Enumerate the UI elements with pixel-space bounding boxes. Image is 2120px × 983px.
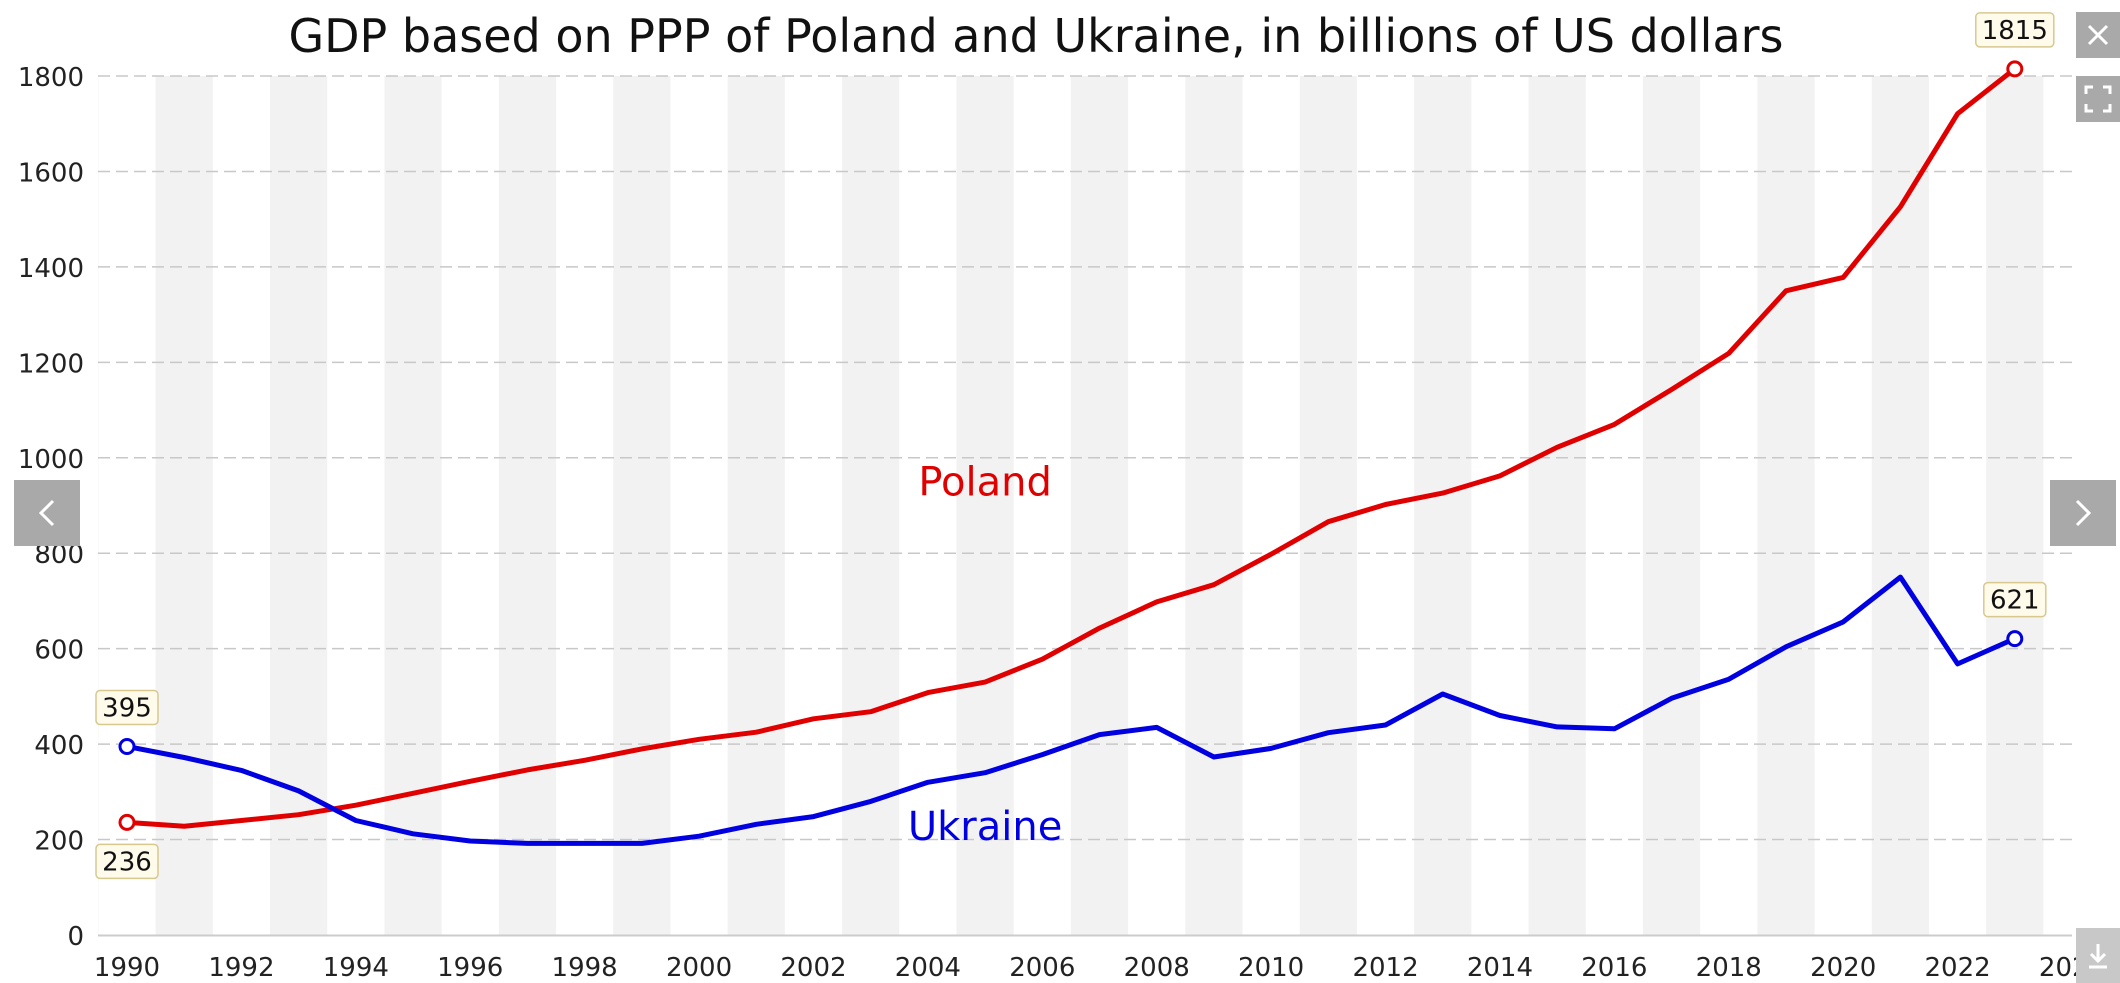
year-band [498,76,557,935]
y-tick-label: 400 [34,731,84,761]
year-band [1299,76,1357,935]
x-tick-label: 1998 [552,953,618,983]
year-band [1871,76,1929,935]
ukraine-end-value-label-box [1983,581,2047,618]
y-tick-label: 200 [34,827,84,857]
ukraine-start-marker [118,737,136,755]
x-tick-label: 1992 [208,953,274,983]
y-tick-label: 1600 [18,158,84,188]
x-tick-label: 2004 [895,953,961,983]
year-band [1414,76,1472,935]
x-tick-label: 2020 [1810,953,1876,983]
year-band [1757,76,1815,935]
year-band [727,76,785,935]
download-icon [2089,943,2107,968]
poland-series-label: Poland [918,460,1052,506]
x-tick-label: 2010 [1238,953,1304,983]
y-tick-label: 600 [34,636,84,666]
chart-title: GDP based on PPP of Poland and Ukraine, … [288,9,1783,63]
y-tick-label: 1200 [18,349,84,379]
x-tick-label: 2002 [780,953,846,983]
chevron-left-icon [38,499,55,527]
year-bands [98,76,2044,935]
ukraine-line [124,574,2018,846]
fullscreen-icon [2084,85,2112,113]
next-button[interactable] [2050,480,2116,546]
year-band [1528,76,1586,935]
year-band [1986,76,2044,935]
close-icon [2087,24,2109,46]
x-tick-label: 2000 [666,953,732,983]
annotations: 236 1815 395 621 Poland Ukraine [95,12,2055,880]
x-tick-label: 2018 [1696,953,1762,983]
ukraine-series-label: Ukraine [908,804,1062,850]
year-band [1070,76,1129,935]
x-tick-label: 2006 [1009,953,1075,983]
ukraine-start-value-label-box [95,689,159,726]
series-lines [118,60,2024,846]
gridlines [98,75,2072,841]
x-tick-label: 2014 [1467,953,1533,983]
poland-end-value-label-box [1975,12,2055,48]
year-band [613,76,671,935]
x-tick-label: 2008 [1124,953,1190,983]
poland-start-value-label-box [95,843,159,880]
y-tick-label: 1000 [18,445,84,475]
x-tick-label: 1990 [94,953,160,983]
year-band [956,76,1014,935]
y-tick-label: 1800 [18,63,84,93]
y-tick-label: 1400 [18,254,84,284]
chevron-right-icon [2075,499,2092,527]
year-band [842,76,900,935]
ukraine-end-marker [2006,630,2024,648]
x-tick-label: 2022 [1925,953,1991,983]
download-button[interactable] [2076,928,2120,983]
fullscreen-button[interactable] [2076,76,2120,122]
x-tick-label: 1996 [437,953,503,983]
year-band [1185,76,1243,935]
x-tick-label: 1994 [323,953,389,983]
year-band [270,76,328,935]
year-band [1642,76,1701,935]
year-band [155,76,213,935]
ukraine-end-value-label: 621 [1990,586,2040,616]
poland-line [124,66,2018,829]
poland-start-value-label: 236 [102,847,152,877]
previous-button[interactable] [14,480,80,546]
poland-start-marker [118,813,136,831]
year-band [384,76,442,935]
x-tick-label: 2016 [1581,953,1647,983]
y-tick-label: 0 [67,922,84,952]
poland-end-marker [2006,60,2024,78]
close-button[interactable] [2076,12,2120,58]
poland-end-value-label: 1815 [1982,16,2048,46]
ukraine-start-value-label: 395 [102,693,152,723]
x-tick-labels: 1990 1992 1994 1996 1998 2000 2002 2004 2006 2008… [94,953,2105,983]
x-tick-label: 2012 [1352,953,1418,983]
